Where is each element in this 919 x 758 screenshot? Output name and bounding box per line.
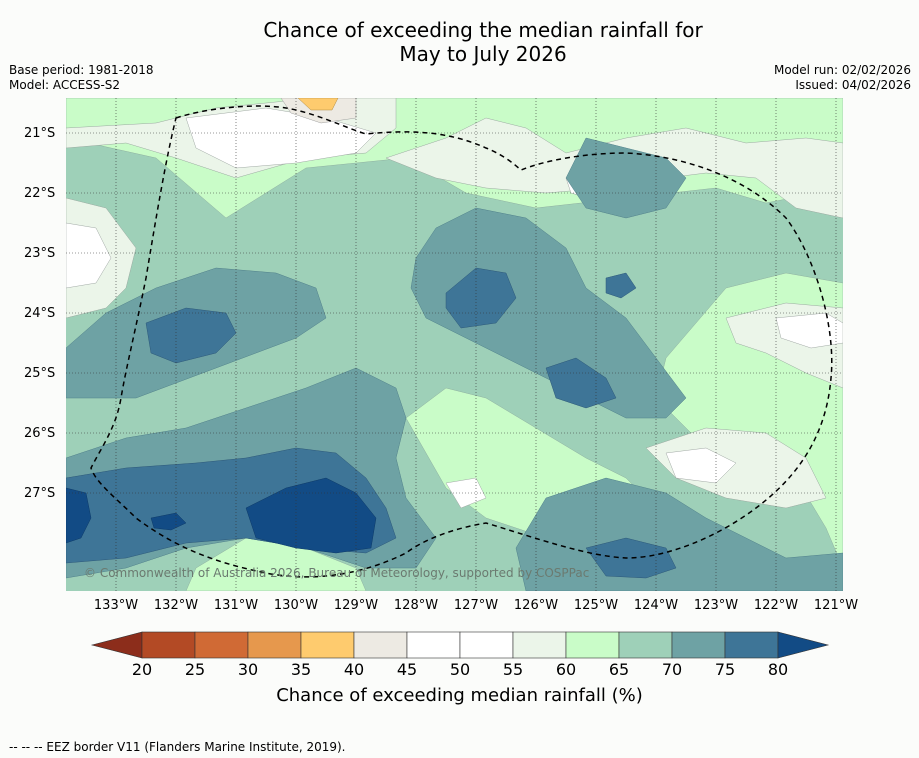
issued-text: Issued: 04/02/2026 xyxy=(795,78,911,92)
colorbar-tick-40: 40 xyxy=(343,660,365,679)
colorbar-extend-high xyxy=(777,631,830,659)
colorbar-tick-75: 75 xyxy=(714,660,736,679)
band-45-55-se xyxy=(665,447,737,484)
band-75-80-west xyxy=(145,307,237,364)
eez-border xyxy=(90,105,833,578)
meta-right: Model run: 02/02/2026 Issued: 04/02/2026 xyxy=(774,63,911,93)
colorbar xyxy=(90,631,830,659)
colorbar-tick-50: 50 xyxy=(449,660,471,679)
lon-label-121w: 121°W xyxy=(813,598,859,613)
lat-label-26s: 26°S xyxy=(24,426,56,441)
band-70-75-center xyxy=(410,207,687,419)
band-35-40 xyxy=(297,98,339,111)
lon-label-123w: 123°W xyxy=(693,598,739,613)
map-title-line1: Chance of exceeding the median rainfall … xyxy=(263,18,703,42)
band-75-80-ne xyxy=(605,272,637,299)
colorbar-tick-30: 30 xyxy=(237,660,259,679)
meta-left: Base period: 1981-2018 Model: ACCESS-S2 xyxy=(9,63,154,93)
lon-label-132w: 132°W xyxy=(153,598,199,613)
band-gt80-sw xyxy=(66,487,92,544)
colorbar-segment-60-65 xyxy=(565,631,620,659)
lat-label-25s: 25°S xyxy=(24,366,56,381)
lon-label-130w: 130°W xyxy=(273,598,319,613)
lat-label-22s: 22°S xyxy=(24,186,56,201)
lon-label-128w: 128°W xyxy=(393,598,439,613)
colorbar-tick-20: 20 xyxy=(131,660,153,679)
lon-label-124w: 124°W xyxy=(633,598,679,613)
colorbar-tick-45: 45 xyxy=(396,660,418,679)
band-gt80-south xyxy=(245,477,377,554)
lat-label-27s: 27°S xyxy=(24,486,56,501)
lon-label-127w: 127°W xyxy=(453,598,499,613)
model-text: Model: ACCESS-S2 xyxy=(9,78,121,92)
lon-label-125w: 125°W xyxy=(573,598,619,613)
map-title: Chance of exceeding the median rainfall … xyxy=(0,18,919,66)
colorbar-segment-75-80 xyxy=(724,631,779,659)
lat-label-24s: 24°S xyxy=(24,306,56,321)
colorbar-segment-55-60 xyxy=(512,631,567,659)
base-period-text: Base period: 1981-2018 xyxy=(9,63,154,77)
band-55-60-se xyxy=(645,427,827,509)
lon-label-122w: 122°W xyxy=(753,598,799,613)
map-title-line2: May to July 2026 xyxy=(399,42,567,66)
lat-label-21s: 21°S xyxy=(24,126,56,141)
rainfall-probability-map xyxy=(66,98,843,591)
colorbar-tick-35: 35 xyxy=(290,660,312,679)
colorbar-segment-30-35 xyxy=(247,631,302,659)
colorbar-segment-70-75 xyxy=(671,631,726,659)
lon-label-129w: 129°W xyxy=(333,598,379,613)
colorbar-segment-20-25 xyxy=(141,631,196,659)
lon-label-133w: 133°W xyxy=(93,598,139,613)
colorbar-extend-low xyxy=(90,631,143,659)
colorbar-tick-60: 60 xyxy=(555,660,577,679)
colorbar-segment-25-30 xyxy=(194,631,249,659)
band-45-55-west xyxy=(66,222,112,289)
colorbar-segment-40-45 xyxy=(353,631,408,659)
lon-label-126w: 126°W xyxy=(513,598,559,613)
colorbar-segment-65-70 xyxy=(618,631,673,659)
band-75-80-mid xyxy=(545,357,617,409)
colorbar-label: Chance of exceeding median rainfall (%) xyxy=(276,685,643,706)
colorbar-tick-65: 65 xyxy=(608,660,630,679)
lat-label-23s: 23°S xyxy=(24,246,56,261)
colorbar-segment-45-50 xyxy=(406,631,461,659)
model-run-text: Model run: 02/02/2026 xyxy=(773,63,911,77)
colorbar-segment-35-40 xyxy=(300,631,355,659)
colorbar-tick-80: 80 xyxy=(767,660,789,679)
copyright-notice: © Commonwealth of Australia 2026, Bureau… xyxy=(84,566,590,580)
band-40-45 xyxy=(280,98,357,124)
band-gt80-small xyxy=(150,512,187,531)
lon-label-131w: 131°W xyxy=(213,598,259,613)
graticule xyxy=(66,98,843,591)
colorbar-tick-70: 70 xyxy=(661,660,683,679)
band-75-80-se xyxy=(585,537,677,579)
eez-legend-note: -- -- -- EEZ border V11 (Flanders Marine… xyxy=(9,740,346,754)
colorbar-tick-25: 25 xyxy=(184,660,206,679)
colorbar-tick-55: 55 xyxy=(502,660,524,679)
colorbar-segment-50-55 xyxy=(459,631,514,659)
